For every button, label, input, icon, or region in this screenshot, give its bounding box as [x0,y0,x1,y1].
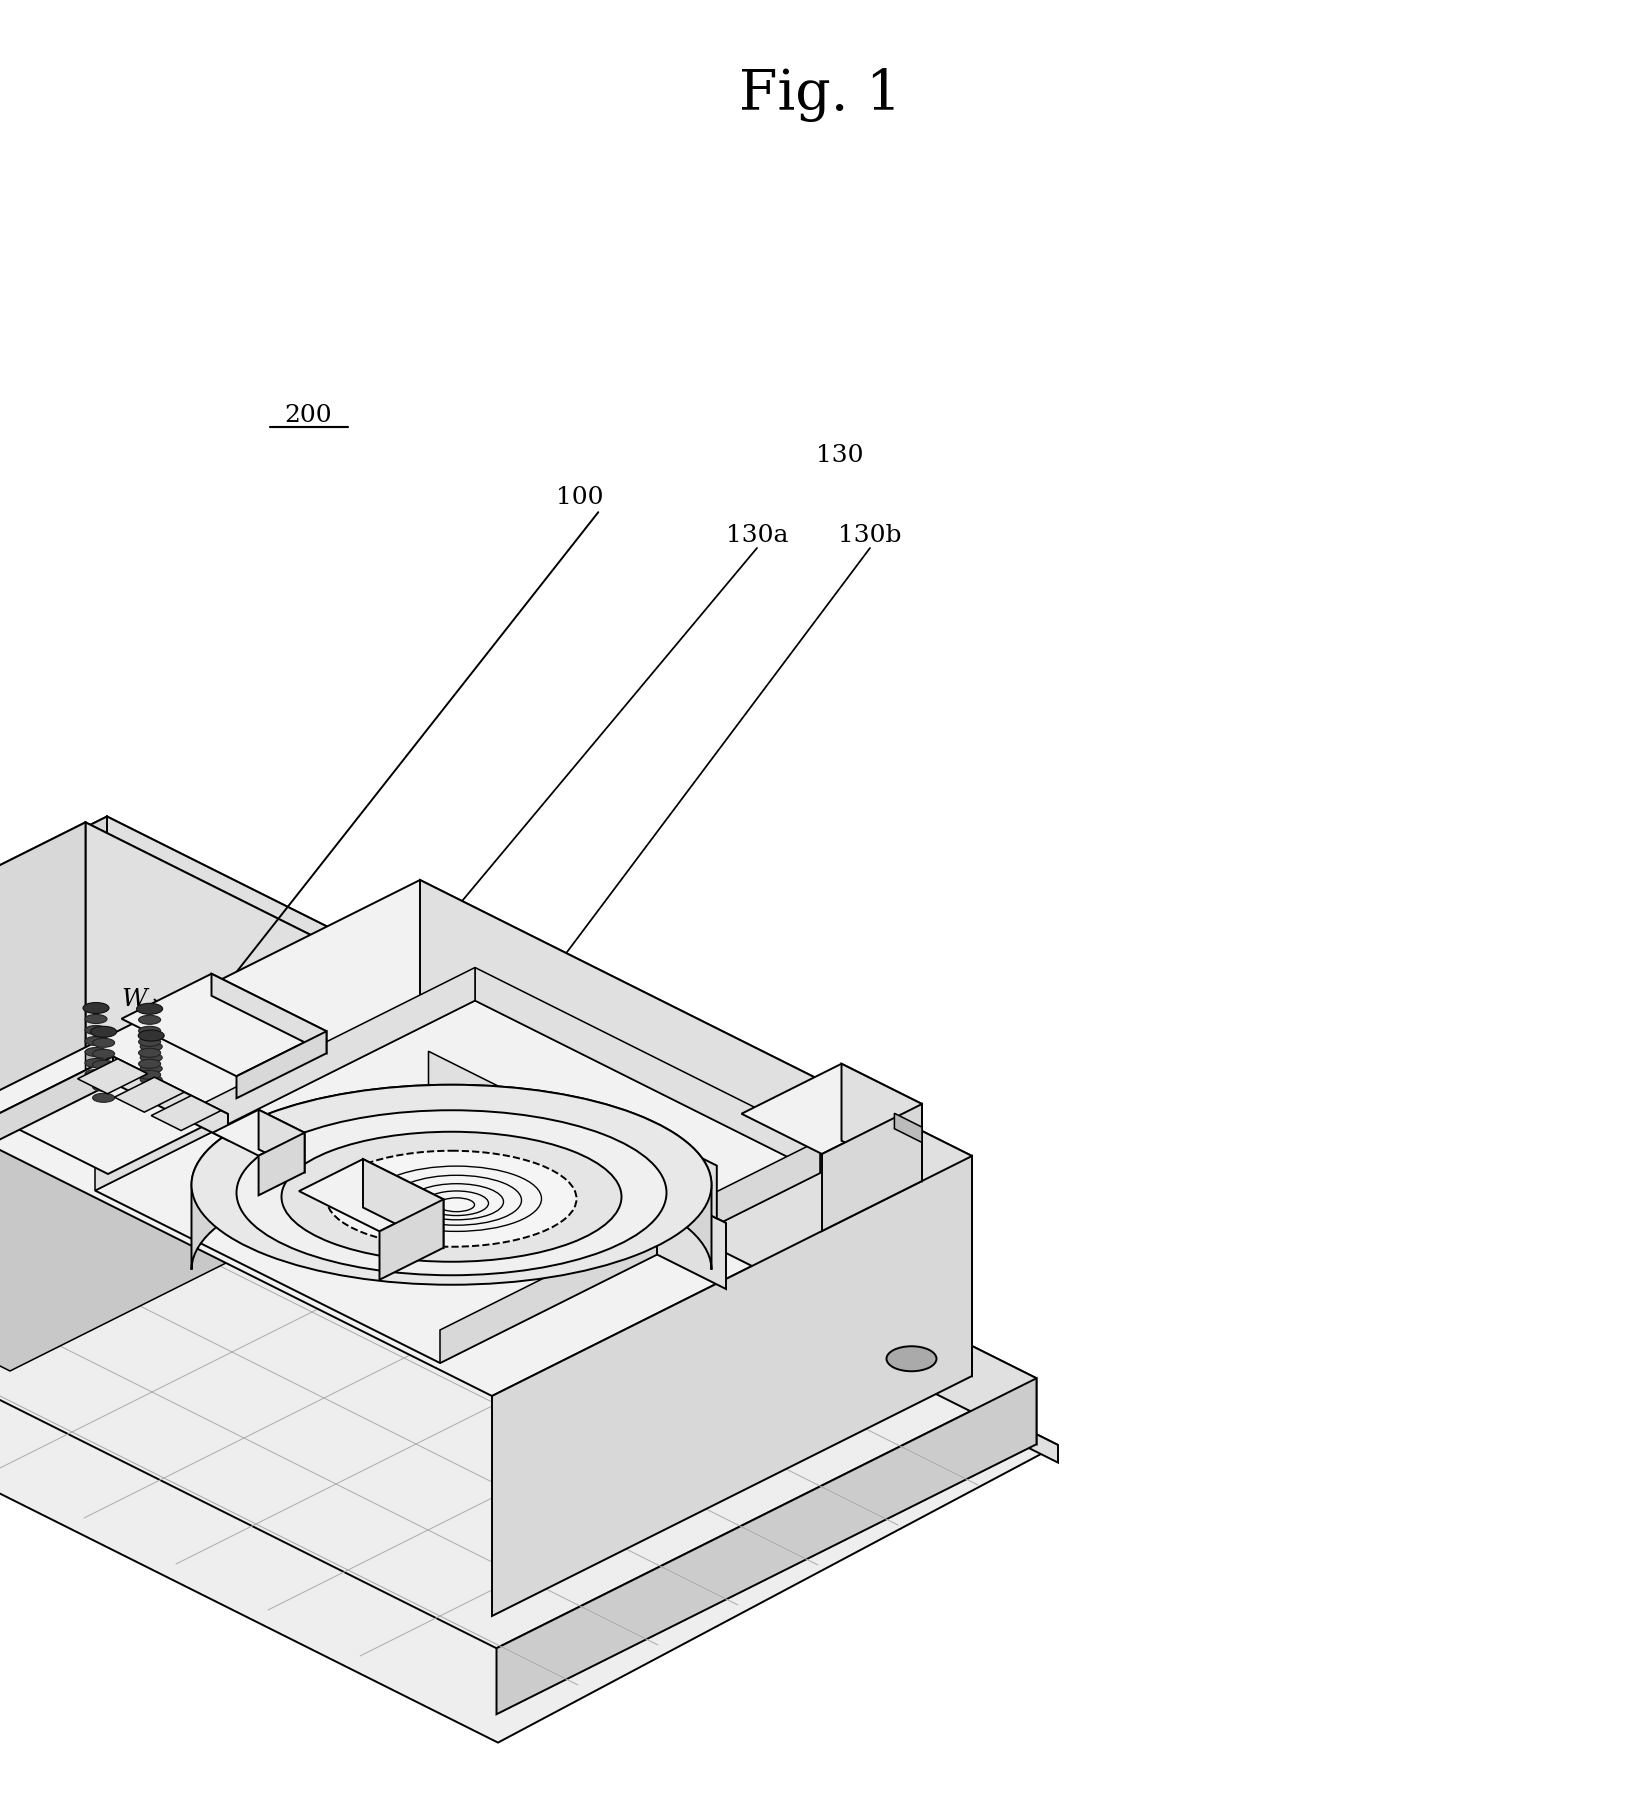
Polygon shape [474,968,820,1173]
Ellipse shape [92,1094,115,1103]
Text: 130: 130 [816,443,863,466]
Text: 110: 110 [811,1119,857,1142]
Polygon shape [742,1063,922,1155]
Polygon shape [842,1063,922,1182]
Polygon shape [77,1060,148,1094]
Polygon shape [0,1069,1037,1648]
Polygon shape [107,816,359,1130]
Ellipse shape [92,1027,115,1036]
Ellipse shape [236,1110,666,1275]
Polygon shape [683,1169,697,1228]
Ellipse shape [92,1049,115,1058]
Polygon shape [497,1379,1037,1714]
Polygon shape [648,1151,663,1210]
Polygon shape [420,880,971,1375]
Polygon shape [894,1113,922,1142]
Polygon shape [0,816,107,1244]
Polygon shape [656,1189,725,1289]
Polygon shape [492,1156,971,1615]
Polygon shape [213,1110,305,1156]
Polygon shape [85,1051,131,1092]
Text: Fig. 1: Fig. 1 [738,68,901,122]
Ellipse shape [327,1151,576,1246]
Polygon shape [113,1056,228,1140]
Ellipse shape [282,1131,622,1262]
Polygon shape [519,1185,565,1221]
Ellipse shape [92,1070,115,1081]
Polygon shape [0,1122,1058,1743]
Polygon shape [0,823,350,1124]
Ellipse shape [92,1038,115,1047]
Polygon shape [299,1158,443,1232]
Polygon shape [822,1104,922,1232]
Text: 100: 100 [556,486,604,509]
Polygon shape [95,1000,820,1363]
Ellipse shape [138,1038,161,1047]
Polygon shape [0,880,971,1397]
Ellipse shape [139,1042,162,1051]
Polygon shape [259,1110,305,1173]
Polygon shape [587,1219,633,1257]
Ellipse shape [192,1085,712,1286]
Ellipse shape [139,1052,162,1061]
Polygon shape [212,974,327,1052]
Polygon shape [428,1051,520,1130]
Ellipse shape [138,1026,161,1035]
Polygon shape [0,1056,113,1142]
Text: 132: 132 [422,1189,469,1212]
Ellipse shape [139,1076,162,1085]
Polygon shape [95,968,474,1191]
Polygon shape [379,1200,443,1280]
Polygon shape [115,1078,184,1112]
Text: 130b: 130b [839,524,903,547]
Ellipse shape [85,1015,107,1024]
Ellipse shape [136,1004,162,1015]
Ellipse shape [138,1004,161,1013]
Ellipse shape [92,1060,115,1069]
Polygon shape [192,1085,712,1269]
Polygon shape [85,823,350,1201]
Ellipse shape [139,1097,162,1106]
Text: W: W [121,988,148,1011]
Polygon shape [702,1158,717,1219]
Polygon shape [668,1142,683,1201]
Polygon shape [0,816,359,1183]
Text: 200: 200 [284,403,331,427]
Polygon shape [236,1031,327,1099]
Polygon shape [440,1140,820,1363]
Ellipse shape [138,1049,161,1058]
Ellipse shape [138,1060,161,1069]
Polygon shape [363,1158,443,1248]
Ellipse shape [85,1047,107,1056]
Polygon shape [415,1069,1037,1443]
Ellipse shape [90,1026,117,1038]
Ellipse shape [138,1015,161,1024]
Polygon shape [0,1069,350,1372]
Ellipse shape [139,1031,162,1040]
Text: 220: 220 [870,1198,917,1221]
Ellipse shape [85,1026,107,1035]
Ellipse shape [139,1087,162,1096]
Text: 210: 210 [840,1158,888,1182]
Polygon shape [558,1219,633,1259]
Ellipse shape [85,1036,107,1045]
Polygon shape [489,1185,565,1223]
Ellipse shape [85,1058,107,1067]
Ellipse shape [92,1083,115,1092]
Ellipse shape [139,1063,162,1072]
Ellipse shape [85,1069,107,1079]
Polygon shape [151,1096,222,1131]
Ellipse shape [138,1070,161,1079]
Text: 130a: 130a [725,524,788,547]
Polygon shape [607,1189,725,1248]
Polygon shape [259,1133,305,1196]
Polygon shape [0,1056,228,1174]
Polygon shape [414,1122,1058,1463]
Ellipse shape [85,1004,107,1013]
Ellipse shape [886,1347,937,1372]
Ellipse shape [84,1002,108,1013]
Polygon shape [0,823,85,1239]
Polygon shape [121,974,327,1076]
Ellipse shape [138,1031,164,1042]
